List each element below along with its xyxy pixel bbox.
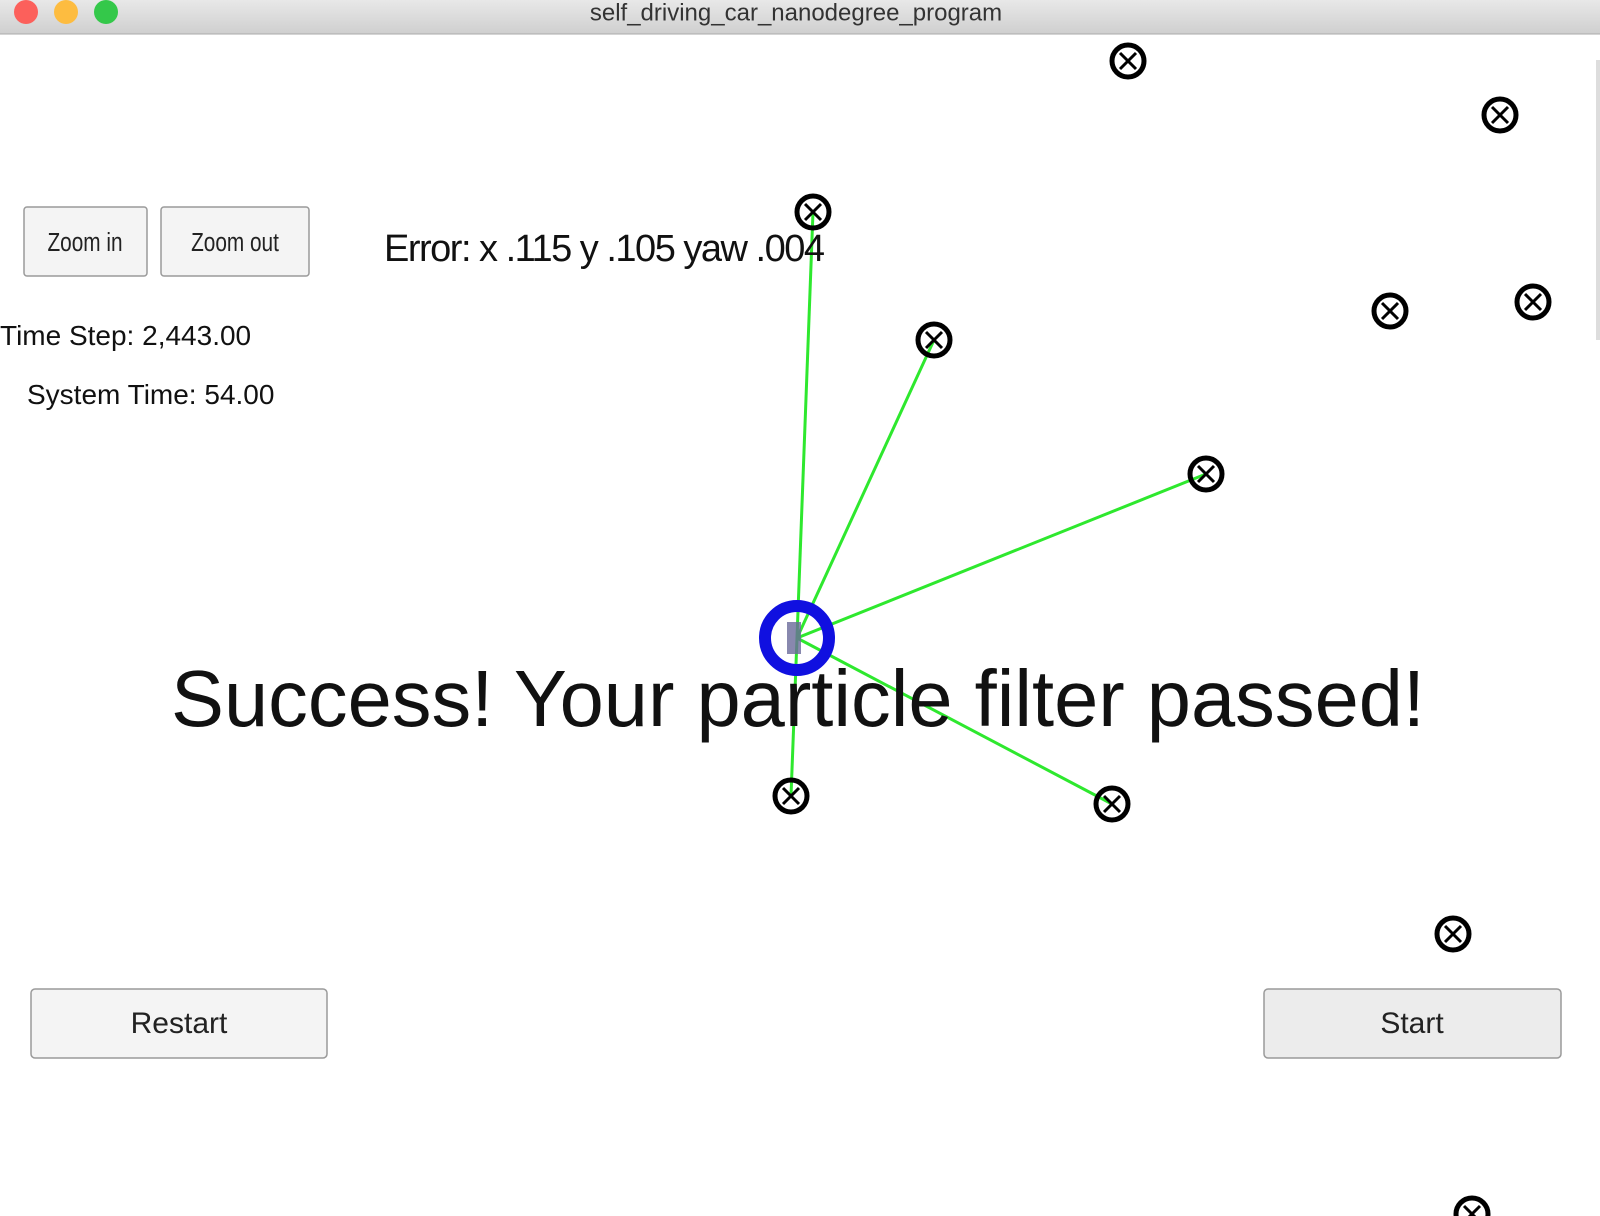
landmark xyxy=(1481,96,1519,134)
zoom-in-button[interactable]: Zoom in xyxy=(23,206,148,277)
minimize-button[interactable] xyxy=(54,0,78,24)
landmark xyxy=(1093,785,1131,823)
landmarks xyxy=(772,42,1552,1216)
observation-line xyxy=(795,211,815,639)
landmark xyxy=(1514,283,1552,321)
observation-line xyxy=(796,636,1113,806)
system-time: System Time: 54.00 xyxy=(27,379,274,410)
landmark xyxy=(794,193,832,231)
button-label: Zoom out xyxy=(191,228,279,257)
scrollbar xyxy=(1596,60,1600,340)
title-bar: self_driving_car_nanodegree_program xyxy=(0,0,1600,35)
observation-line xyxy=(795,339,936,639)
button-label: Start xyxy=(1380,1007,1444,1040)
close-button[interactable] xyxy=(14,0,38,24)
time-step: Time Step: 2,443.00 xyxy=(0,320,251,351)
error-text: Error: x .115 y .105 yaw .004 xyxy=(384,228,825,270)
landmark xyxy=(1371,292,1409,330)
landmark xyxy=(1453,1195,1491,1216)
landmark xyxy=(772,777,810,815)
restart-button[interactable]: Restart xyxy=(30,988,328,1059)
landmark xyxy=(1434,915,1472,953)
start-button[interactable]: Start xyxy=(1263,988,1562,1059)
car xyxy=(759,600,835,676)
button-label: Restart xyxy=(131,1007,228,1040)
landmark xyxy=(1109,42,1147,80)
window-title: self_driving_car_nanodegree_program xyxy=(590,0,1002,26)
maximize-button[interactable] xyxy=(94,0,118,24)
landmark xyxy=(1187,455,1225,493)
observation-line xyxy=(796,472,1207,640)
success-message: Success! Your particle filter passed! xyxy=(171,654,1425,743)
observations xyxy=(789,211,1207,806)
landmark xyxy=(915,321,953,359)
zoom-out-button[interactable]: Zoom out xyxy=(160,206,310,277)
button-label: Zoom in xyxy=(47,228,122,257)
